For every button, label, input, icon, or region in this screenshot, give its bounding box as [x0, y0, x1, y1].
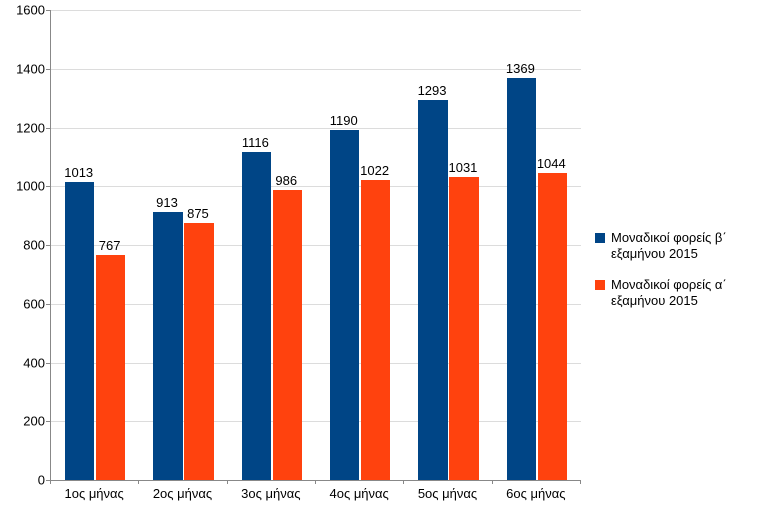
bar — [96, 255, 125, 480]
bar-value-label: 913 — [156, 195, 178, 210]
bar-value-label: 1293 — [418, 83, 447, 98]
gridline — [51, 421, 581, 422]
bar — [153, 212, 182, 480]
y-axis-tick-mark — [46, 10, 50, 11]
bar — [449, 177, 478, 480]
bar-value-label: 875 — [187, 206, 209, 221]
y-axis-tick-mark — [46, 128, 50, 129]
x-axis-tick-label: 3ος μήνας — [241, 486, 300, 501]
legend-item: Μοναδικοί φορείς α΄ εξαμήνου 2015 — [595, 277, 755, 310]
x-axis-tick-label: 2ος μήνας — [153, 486, 212, 501]
legend-swatch — [595, 233, 605, 243]
x-axis-tick-mark — [315, 480, 316, 484]
x-axis-tick-label: 4ος μήνας — [329, 486, 388, 501]
bar-value-label: 1369 — [506, 61, 535, 76]
y-axis-tick-mark — [46, 69, 50, 70]
gridline — [51, 128, 581, 129]
y-axis-tick-label: 0 — [5, 473, 45, 488]
bar — [273, 190, 302, 480]
y-axis-tick-label: 1200 — [5, 120, 45, 135]
bar — [330, 130, 359, 480]
y-axis-tick-label: 1000 — [5, 179, 45, 194]
bar — [418, 100, 447, 480]
y-axis-tick-mark — [46, 245, 50, 246]
legend: Μοναδικοί φορείς β΄ εξαμήνου 2015 Μοναδικ… — [595, 230, 755, 323]
bar-value-label: 986 — [275, 173, 297, 188]
bar-chart: Μοναδικοί φορείς β΄ εξαμήνου 2015 Μοναδικ… — [0, 0, 763, 521]
gridline — [51, 69, 581, 70]
y-axis-tick-mark — [46, 304, 50, 305]
bar-value-label: 1022 — [360, 163, 389, 178]
bar — [538, 173, 567, 480]
x-axis-tick-label: 6ος μήνας — [506, 486, 565, 501]
y-axis-tick-mark — [46, 421, 50, 422]
plot-area — [50, 10, 581, 481]
bar-value-label: 1116 — [242, 135, 269, 150]
gridline — [51, 10, 581, 11]
gridline — [51, 186, 581, 187]
legend-item: Μοναδικοί φορείς β΄ εξαμήνου 2015 — [595, 230, 755, 263]
x-axis-tick-mark — [403, 480, 404, 484]
x-axis-tick-mark — [580, 480, 581, 484]
gridline — [51, 245, 581, 246]
x-axis-tick-label: 5ος μήνας — [418, 486, 477, 501]
gridline — [51, 363, 581, 364]
x-axis-tick-label: 1ος μήνας — [64, 486, 123, 501]
bar — [65, 182, 94, 480]
bar-value-label: 1190 — [330, 113, 358, 128]
bar — [507, 78, 536, 480]
bar-value-label: 1013 — [64, 165, 93, 180]
x-axis-tick-mark — [138, 480, 139, 484]
y-axis-tick-mark — [46, 363, 50, 364]
legend-label: Μοναδικοί φορείς β΄ εξαμήνου 2015 — [611, 230, 755, 263]
x-axis-tick-mark — [227, 480, 228, 484]
legend-swatch — [595, 280, 605, 290]
y-axis-tick-mark — [46, 186, 50, 187]
legend-label: Μοναδικοί φορείς α΄ εξαμήνου 2015 — [611, 277, 755, 310]
bar — [242, 152, 271, 480]
bar-value-label: 1031 — [448, 160, 477, 175]
y-axis-tick-label: 1600 — [5, 3, 45, 18]
bar — [361, 180, 390, 480]
bar — [184, 223, 213, 480]
bar-value-label: 1044 — [537, 156, 566, 171]
y-axis-tick-label: 600 — [5, 296, 45, 311]
y-axis-tick-label: 1400 — [5, 61, 45, 76]
y-axis-tick-label: 800 — [5, 238, 45, 253]
y-axis-tick-label: 400 — [5, 355, 45, 370]
gridline — [51, 304, 581, 305]
bar-value-label: 767 — [99, 238, 121, 253]
x-axis-tick-mark — [50, 480, 51, 484]
x-axis-tick-mark — [492, 480, 493, 484]
y-axis-tick-label: 200 — [5, 414, 45, 429]
